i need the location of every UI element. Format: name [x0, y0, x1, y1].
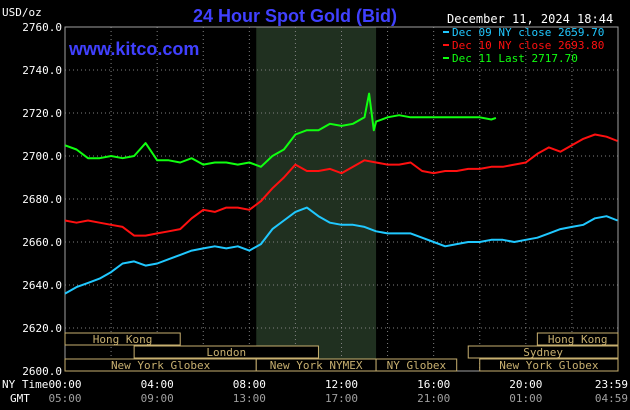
nymex-session-band [256, 27, 377, 371]
chart-title: 24 Hour Spot Gold (Bid) [193, 6, 397, 26]
series-line-3 [64, 92, 497, 168]
session-label: Hong Kong [93, 333, 153, 346]
y-tick-label: 2680.0 [22, 193, 62, 206]
y-tick-label: 2720.0 [22, 107, 62, 120]
session-block: New York NYMEX [255, 358, 377, 372]
chart-date: December 11, 2024 18:44 [447, 12, 613, 26]
x-tick-label-ny: 00:00 [48, 378, 81, 391]
session-block: NY Globex [375, 358, 458, 372]
y-axis-unit: USD/oz [2, 6, 42, 19]
session-box [133, 345, 319, 359]
session-block: New York Globex [64, 358, 257, 372]
site-watermark: www.kitco.com [68, 39, 199, 59]
session-box [479, 358, 619, 372]
y-tick-label: 2660.0 [22, 236, 62, 249]
y-tick-label: 2740.0 [22, 64, 62, 77]
y-tick-label: 2700.0 [22, 150, 62, 163]
session-block: Hong Kong [64, 332, 181, 346]
session-label: Sydney [523, 346, 563, 359]
session-label: London [206, 346, 246, 359]
y-tick-label: 2620.0 [22, 322, 62, 335]
x-tick-label-ny: 04:00 [141, 378, 174, 391]
legend-item: Dec 09 NY close 2659.70 [443, 26, 604, 39]
session-label: NY Globex [387, 359, 447, 372]
x-tick-label-gmt: 09:00 [141, 392, 174, 405]
legend-label: Dec 11 Last 2717.70 [452, 52, 578, 65]
session-label: New York Globex [499, 359, 599, 372]
x-tick-label-gmt: 21:00 [417, 392, 450, 405]
series-lines [64, 92, 618, 295]
session-label: New York Globex [111, 359, 211, 372]
session-block: New York Globex [479, 358, 619, 372]
x-tick-label-gmt: 17:00 [325, 392, 358, 405]
x-tick-label-ny: 08:00 [233, 378, 266, 391]
session-box [536, 332, 619, 346]
x-tick-label-gmt: 13:00 [233, 392, 266, 405]
legend-label: Dec 09 NY close 2659.70 [452, 26, 604, 39]
x-tick-label-gmt: 04:59 [595, 392, 628, 405]
session-block: Hong Kong [536, 332, 619, 346]
y-tick-label: 2640.0 [22, 279, 62, 292]
x-tick-label-gmt: 05:00 [48, 392, 81, 405]
session-label: New York NYMEX [270, 359, 363, 372]
gmt-label: GMT [10, 392, 30, 405]
session-block: London [133, 345, 319, 359]
session-box [467, 345, 619, 359]
session-box [64, 332, 181, 346]
session-box [375, 358, 458, 372]
y-tick-label: 2600.0 [22, 365, 62, 378]
x-tick-label-ny: 20:00 [509, 378, 542, 391]
ny-time-label: NY Time [2, 378, 48, 391]
session-block: Sydney [467, 345, 619, 359]
legend-item: Dec 10 NY close 2693.80 [443, 39, 604, 52]
y-tick-label: 2760.0 [22, 21, 62, 34]
x-tick-label-ny: 16:00 [417, 378, 450, 391]
x-tick-label-gmt: 01:00 [509, 392, 542, 405]
y-axis-tick-labels: 2600.0 2620.0 2640.0 2660.0 2680.0 2700.0 2720… [22, 21, 62, 378]
session-label: Hong Kong [548, 333, 608, 346]
legend-label: Dec 10 NY close 2693.80 [452, 39, 604, 52]
legend-item: Dec 11 Last 2717.70 [443, 52, 578, 65]
x-tick-label-ny: 12:00 [325, 378, 358, 391]
series-line-1 [64, 206, 618, 295]
series-line-2 [64, 133, 618, 237]
x-tick-label-ny: 23:59 [595, 378, 628, 391]
